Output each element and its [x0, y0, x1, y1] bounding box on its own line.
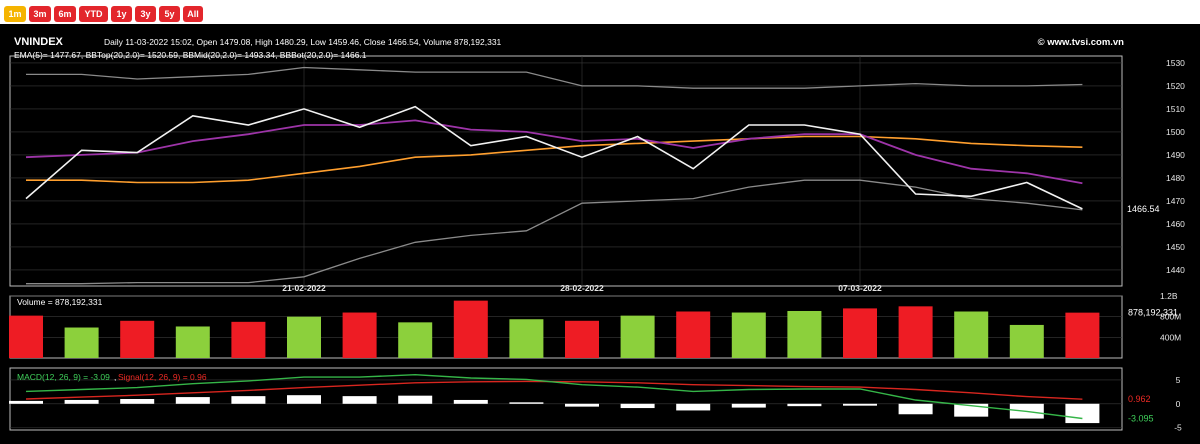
volume-bar — [1009, 324, 1044, 358]
volume-bar — [676, 311, 711, 358]
volume-bar — [843, 308, 877, 358]
volume-bar — [787, 310, 822, 358]
volume-bar — [175, 326, 210, 358]
bb-mid-line — [26, 135, 1083, 184]
macd-histogram-bar — [1065, 403, 1100, 424]
indicator-label: EMA(5)= 1477.67, BBTop(20,2.0)= 1520.59,… — [14, 50, 367, 60]
bb-bottom-line — [26, 179, 1083, 285]
macd-histogram-bar — [231, 396, 266, 404]
macd-panel-frame — [9, 367, 1123, 431]
volume-bar — [9, 315, 43, 358]
price-x-tick-label: 07-03-2022 — [838, 283, 882, 293]
macd-histogram-bar — [620, 403, 655, 409]
last-price-label: 1466.54 — [1127, 204, 1160, 214]
volume-bar — [453, 300, 488, 358]
price-y-tick-label: 1480 — [1166, 173, 1185, 183]
macd-histogram-bar — [64, 399, 99, 404]
range-selector: 1m 3m 6m YTD 1y 3y 5y All — [0, 0, 1200, 24]
ema-line — [25, 119, 1083, 185]
macd-histogram-bar — [676, 403, 711, 411]
volume-bar — [620, 315, 655, 358]
range-button-1y[interactable]: 1y — [111, 6, 132, 22]
price-y-tick-label: 1470 — [1166, 196, 1185, 206]
price-y-tick-label: 1510 — [1166, 104, 1185, 114]
price-y-tick-label: 1520 — [1166, 81, 1185, 91]
volume-y-axis: 1.2B 800M 400M — [1160, 291, 1181, 342]
price-x-tick-label: 21-02-2022 — [282, 283, 326, 293]
volume-label: Volume = 878,192,331 — [17, 297, 103, 307]
range-button-3y[interactable]: 3y — [135, 6, 156, 22]
range-button-3m[interactable]: 3m — [29, 6, 51, 22]
signal-value-label: 0.962 — [1128, 394, 1151, 404]
macd-y-tick-label: 5 — [1176, 375, 1181, 385]
chart-subtitle: Daily 11-03-2022 15:02, Open 1479.08, Hi… — [104, 37, 502, 47]
macd-separator: , — [114, 372, 116, 382]
signal-label: Signal(12, 26, 9) = 0.96 — [118, 372, 207, 382]
price-gridlines — [10, 56, 1122, 286]
volume-bar — [898, 306, 933, 358]
bb-top-line — [26, 66, 1083, 89]
range-button-5y[interactable]: 5y — [159, 6, 180, 22]
volume-bar — [731, 312, 766, 358]
price-y-tick-label: 1500 — [1166, 127, 1185, 137]
stock-chart: VNINDEX Daily 11-03-2022 15:02, Open 147… — [0, 24, 1200, 444]
volume-y-tick-label: 800M — [1160, 312, 1181, 322]
volume-bar — [287, 316, 321, 358]
price-y-tick-label: 1440 — [1166, 265, 1185, 275]
macd-label: MACD(12, 26, 9) = -3.09 — [17, 372, 110, 382]
macd-histogram-bar — [342, 396, 377, 404]
price-y-tick-label: 1490 — [1166, 150, 1185, 160]
macd-histogram-bar — [9, 400, 43, 404]
range-button-6m[interactable]: 6m — [54, 6, 76, 22]
chart-background — [0, 24, 1200, 444]
macd-histogram-bar — [509, 402, 544, 404]
close-line — [25, 105, 1083, 210]
range-button-ytd[interactable]: YTD — [79, 6, 108, 22]
price-y-axis: 1440 1450 1460 1470 1480 1490 1500 1510 1520 1530 — [1166, 58, 1185, 275]
macd-y-axis: 5 0 -5 — [1174, 375, 1182, 433]
macd-histogram-bar — [175, 397, 210, 404]
chart-title: VNINDEX — [14, 36, 64, 48]
volume-bar — [509, 319, 544, 358]
price-x-axis: 21-02-2022 28-02-2022 07-03-2022 — [282, 283, 882, 293]
macd-histogram-bar — [398, 395, 433, 404]
volume-bars — [9, 300, 1100, 358]
macd-histogram-bar — [787, 403, 822, 407]
volume-bar — [398, 322, 433, 358]
macd-y-tick-label: 0 — [1176, 399, 1181, 409]
macd-value-label: -3.095 — [1128, 414, 1154, 424]
volume-last-label: 878,192,331 — [1128, 308, 1178, 318]
macd-histogram-bar — [898, 403, 933, 415]
macd-histogram-bar — [453, 399, 488, 404]
macd-y-tick-label: -5 — [1174, 423, 1182, 433]
price-y-tick-label: 1530 — [1166, 58, 1185, 68]
price-y-tick-label: 1450 — [1166, 242, 1185, 252]
price-x-tick-label: 28-02-2022 — [560, 283, 604, 293]
volume-bar — [231, 321, 266, 358]
range-button-all[interactable]: All — [183, 6, 203, 22]
range-button-1m[interactable]: 1m — [4, 6, 26, 22]
watermark: © www.tvsi.com.vn — [1038, 37, 1125, 48]
volume-bar — [954, 311, 989, 358]
volume-bar — [1065, 312, 1100, 358]
macd-histogram-bar — [565, 403, 599, 407]
volume-y-tick-label: 1.2B — [1160, 291, 1178, 301]
macd-histogram-bar — [120, 399, 155, 404]
volume-bar — [342, 312, 377, 358]
price-y-tick-label: 1460 — [1166, 219, 1185, 229]
volume-bar — [120, 320, 155, 358]
macd-histogram-bar — [843, 403, 877, 406]
price-panel-frame — [9, 55, 1123, 287]
volume-bar — [64, 327, 99, 358]
volume-y-tick-label: 400M — [1160, 332, 1181, 342]
volume-bar — [565, 320, 599, 358]
macd-histogram-bar — [731, 403, 766, 408]
macd-histogram-bar — [287, 395, 321, 404]
macd-line — [25, 373, 1083, 420]
